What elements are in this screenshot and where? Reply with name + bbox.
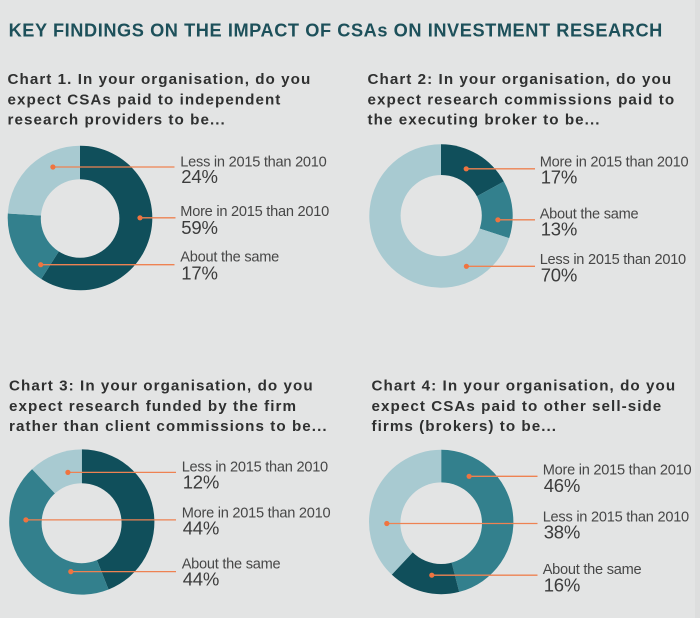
svg-text:17%: 17% xyxy=(541,167,577,188)
svg-text:firms (brokers) to be...: firms (brokers) to be... xyxy=(372,418,558,435)
svg-text:About the same: About the same xyxy=(543,562,642,578)
svg-text:44%: 44% xyxy=(183,569,219,590)
svg-text:rather than client commissions: rather than client commissions to be... xyxy=(9,418,328,435)
svg-text:expect research funded by the: expect research funded by the firm xyxy=(9,398,297,415)
svg-text:Less in 2015 than 2010: Less in 2015 than 2010 xyxy=(543,510,689,526)
svg-text:About the same: About the same xyxy=(540,207,639,223)
svg-text:More in 2015 than 2010: More in 2015 than 2010 xyxy=(180,204,329,220)
svg-text:More in 2015 than 2010: More in 2015 than 2010 xyxy=(182,505,331,521)
svg-text:Chart 2: In your organisation,: Chart 2: In your organisation, do you xyxy=(368,71,673,88)
svg-text:Less in 2015 than 2010: Less in 2015 than 2010 xyxy=(540,252,686,268)
svg-text:About the same: About the same xyxy=(182,556,281,572)
svg-text:17%: 17% xyxy=(181,263,217,284)
svg-text:More in 2015 than 2010: More in 2015 than 2010 xyxy=(543,463,692,479)
svg-text:Chart 1. In your organisation,: Chart 1. In your organisation, do you xyxy=(8,71,312,88)
svg-text:KEY FINDINGS ON THE IMPACT OF: KEY FINDINGS ON THE IMPACT OF CSAs ON IN… xyxy=(9,20,663,40)
svg-text:12%: 12% xyxy=(183,472,219,493)
svg-text:70%: 70% xyxy=(541,265,577,286)
svg-text:16%: 16% xyxy=(544,574,580,595)
svg-text:expect CSAs paid to other sell: expect CSAs paid to other sell-side xyxy=(372,398,663,415)
svg-text:expect research commissions pa: expect research commissions paid to xyxy=(368,91,676,108)
svg-text:13%: 13% xyxy=(541,219,577,240)
svg-text:research providers to be...: research providers to be... xyxy=(8,111,226,128)
svg-text:Chart 3: In your organisation,: Chart 3: In your organisation, do you xyxy=(9,378,314,395)
svg-text:More in 2015 than 2010: More in 2015 than 2010 xyxy=(540,155,689,171)
svg-text:59%: 59% xyxy=(181,217,217,238)
svg-text:Less in 2015 than 2010: Less in 2015 than 2010 xyxy=(180,154,326,170)
svg-text:44%: 44% xyxy=(183,517,219,538)
svg-text:46%: 46% xyxy=(544,475,580,496)
svg-text:About the same: About the same xyxy=(180,250,279,266)
svg-text:the executing broker to be...: the executing broker to be... xyxy=(368,111,601,128)
svg-text:Chart 4: In your organisation,: Chart 4: In your organisation, do you xyxy=(372,378,677,395)
svg-text:expect CSAs paid to independen: expect CSAs paid to independent xyxy=(8,91,282,108)
svg-text:24%: 24% xyxy=(181,166,217,187)
svg-text:Less in 2015 than 2010: Less in 2015 than 2010 xyxy=(182,459,328,475)
svg-text:38%: 38% xyxy=(544,522,580,543)
